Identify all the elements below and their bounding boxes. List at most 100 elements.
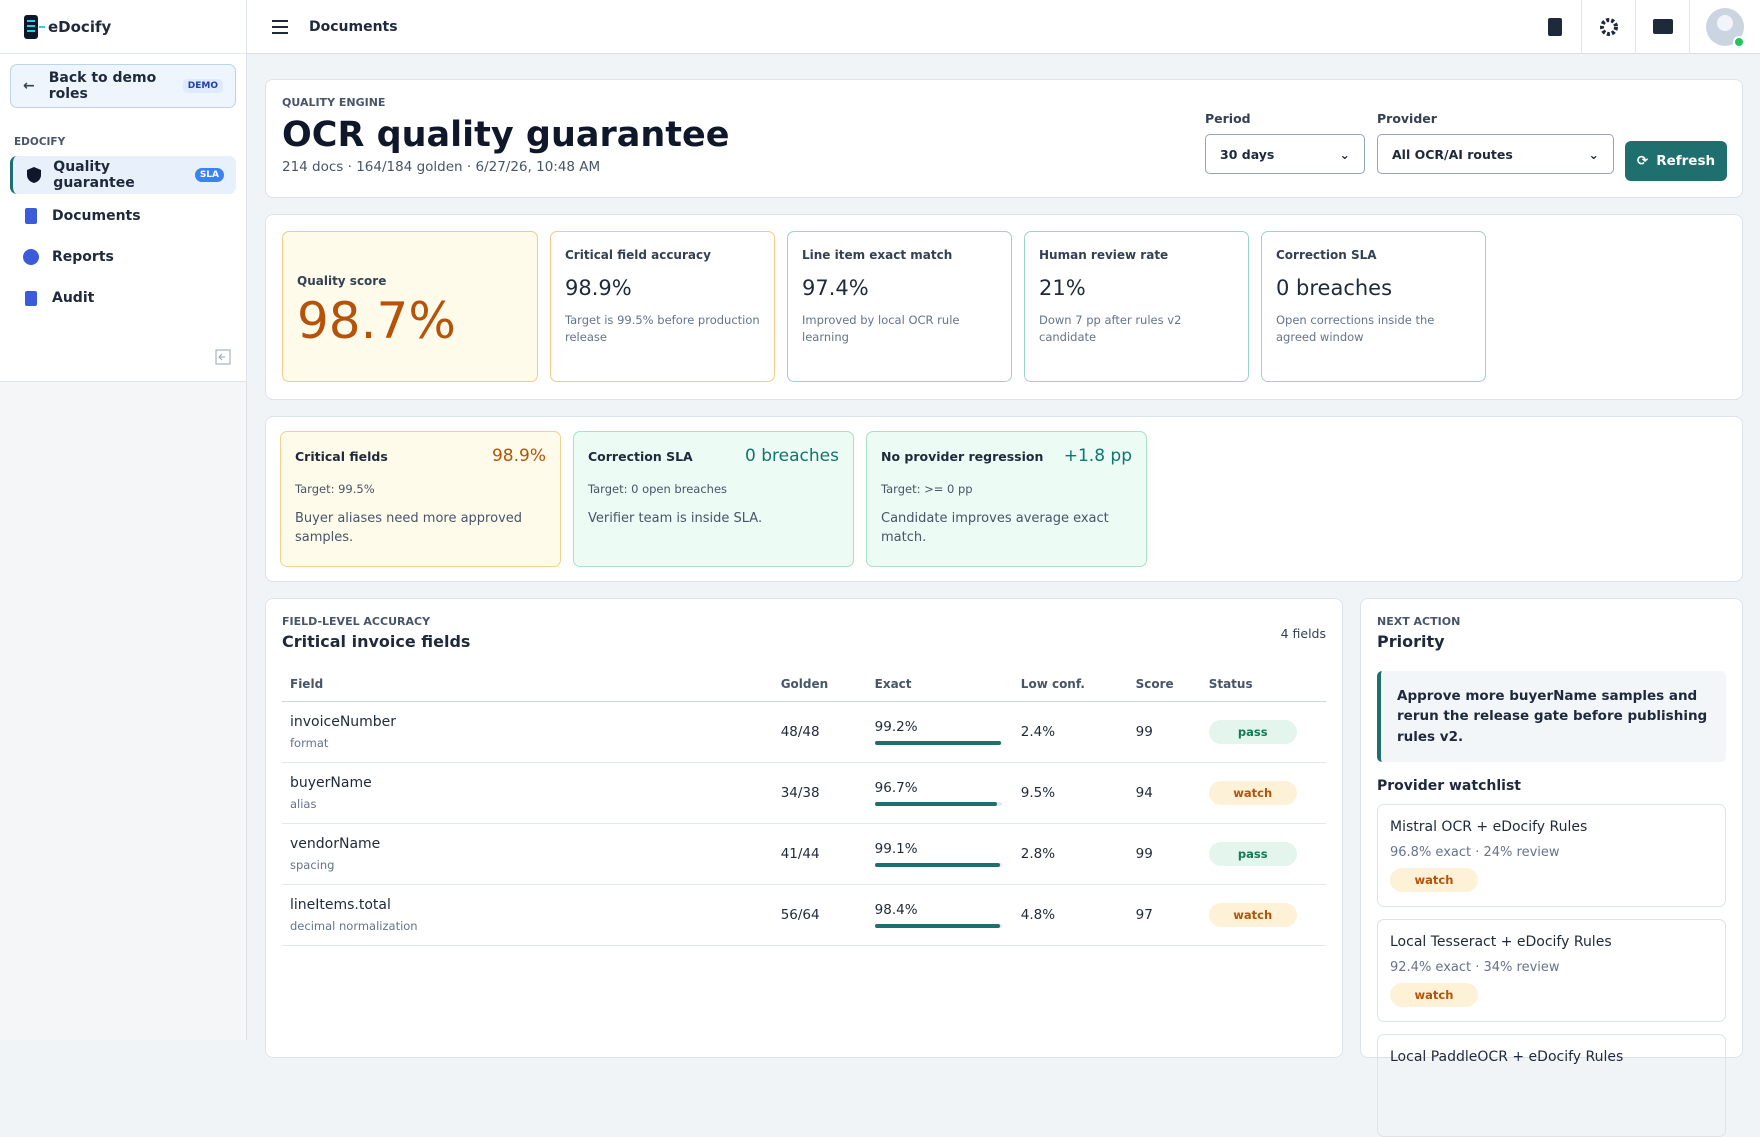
cell: invoiceNumber format [282,701,773,763]
nav-label: Documents [52,208,141,224]
provider-select[interactable]: All OCR/AI routes ⌄ [1377,134,1614,174]
target-value: +1.8 pp [1063,446,1132,466]
cell: pass [1200,701,1326,763]
cell: 96.7% [866,762,1013,824]
cell: watch [1200,884,1326,946]
target-note: Candidate improves average exact match. [881,511,1109,545]
target-goal: Target: 0 open breaches [588,482,728,496]
refresh-label: Refresh [1656,153,1716,169]
target-goal: Target: >= 0 pp [881,482,973,496]
period-select[interactable]: 30 days ⌄ [1205,134,1365,174]
provider-name: Local PaddleOCR + eDocify Rules [1390,1048,1624,1065]
kpi-value: 98.7% [297,292,456,350]
table-row: lineItems.total decimal normalization 56/6… [282,884,1326,946]
cell: 99.1% [866,823,1013,885]
id-button[interactable] [1636,0,1690,54]
kpi-value: 0 breaches [1276,276,1393,300]
eyebrow: FIELD-LEVEL ACCURACY [282,615,431,628]
period-value: 30 days [1220,146,1275,162]
sidebar: eDocify ← Back to demo roles DEMO EDOCIFY … [0,0,247,1040]
golden: 56/64 [772,884,867,946]
provider-value: All OCR/AI routes [1392,146,1513,162]
table-row: buyerName alias 34/38 96.7% 9.5% 94 watch [282,762,1326,824]
doc-button[interactable] [1528,0,1582,54]
field-name: buyerName [290,775,372,791]
menu-icon[interactable] [271,19,289,35]
table-row: invoiceNumber format 48/48 99.2% 2.4% 99 pass [282,701,1326,763]
eyebrow: QUALITY ENGINE [282,96,386,109]
refresh-button[interactable]: ⟳ Refresh [1625,141,1727,181]
collapse-icon[interactable] [215,349,231,365]
provider-card: Local PaddleOCR + eDocify Rules [1377,1033,1726,1137]
provider-name: Mistral OCR + eDocify Rules [1390,818,1588,835]
target-note: Buyer aliases need more approved samples… [295,511,523,545]
bar-track [874,802,1002,806]
status-pill: pass [1208,720,1297,744]
fields-card: FIELD-LEVEL ACCURACY Critical invoice fie… [265,598,1343,1058]
low-conf: 2.8% [1012,823,1128,885]
low-conf: 2.4% [1012,701,1128,763]
nav-item[interactable]: Documents [10,197,236,235]
bar-track [874,863,1002,867]
kpi-note: Down 7 pp after rules v2 candidate [1039,313,1182,344]
column-header: Score [1127,677,1201,702]
cell: watch [1200,762,1326,824]
cell: 99.2% [866,701,1013,763]
provider-label: Provider [1377,111,1437,126]
topbar-title: Documents [309,18,398,35]
watchlist-title: Provider watchlist [1377,777,1521,794]
target-value: 98.9% [491,446,546,466]
column-header: Status [1200,677,1326,702]
period-label: Period [1205,111,1251,126]
kpi-note: Open corrections inside the agreed windo… [1276,313,1435,344]
target-head: Correction SLA 0 breaches [588,446,839,466]
field-name: vendorName [290,836,381,852]
low-conf: 9.5% [1012,762,1128,824]
back-button[interactable]: ← Back to demo roles DEMO [10,64,236,108]
badge: SLA [194,168,224,182]
nav-item[interactable]: Quality guarantee SLA [10,156,236,194]
kpi-value: 98.9% [565,276,632,300]
bar-fill [874,863,1001,867]
golden: 48/48 [772,701,867,763]
kpi-label: Critical field accuracy [565,248,711,262]
kpi: Human review rate 21% Down 7 pp after rule… [1024,231,1249,382]
page-title: OCR quality guarantee [282,115,730,155]
status-pill: watch [1390,982,1478,1007]
provider-card: Mistral OCR + eDocify Rules 96.8% exact ·… [1377,803,1726,907]
status-pill: watch [1208,781,1297,805]
section-title: Critical invoice fields [282,632,471,651]
cell: pass [1200,823,1326,885]
provider-card: Local Tesseract + eDocify Rules 92.4% exa… [1377,918,1726,1022]
avatar[interactable] [1690,0,1760,54]
provider-meta: 92.4% exact · 34% review [1390,959,1560,975]
golden: 41/44 [772,823,867,885]
status-pill: pass [1208,842,1297,866]
score: 94 [1127,762,1201,824]
meta: 214 docs · 164/184 golden · 6/27/26, 10:… [282,159,601,175]
nav-item[interactable]: Audit [10,279,236,317]
field-sub: spacing [290,858,335,872]
priority-message: Approve more buyerName samples and rerun… [1377,671,1726,762]
field-count: 4 fields [1280,625,1326,641]
nav-label: Audit [52,290,95,306]
back-label: Back to demo roles [48,70,157,102]
kpi-label: Correction SLA [1276,248,1377,262]
target-note: Verifier team is inside SLA. [588,511,763,526]
target-value: 0 breaches [745,446,839,466]
settings-button[interactable] [1582,0,1636,54]
column-header: Golden [772,677,867,702]
nav-item[interactable]: Reports [10,238,236,276]
status-pill: watch [1208,903,1297,927]
score: 99 [1127,701,1201,763]
column-header: Low conf. [1012,677,1128,702]
cell: buyerName alias [282,762,773,824]
content: QUALITY ENGINE OCR quality guarantee 214… [265,79,1743,1137]
brand: eDocify [0,0,246,54]
kpi-label: Human review rate [1039,248,1169,262]
provider-name: Local Tesseract + eDocify Rules [1390,933,1612,950]
badge: DEMO [182,79,223,93]
table-row: vendorName spacing 41/44 99.1% 2.8% 99 pass [282,823,1326,885]
topbar: Documents [247,0,1760,54]
